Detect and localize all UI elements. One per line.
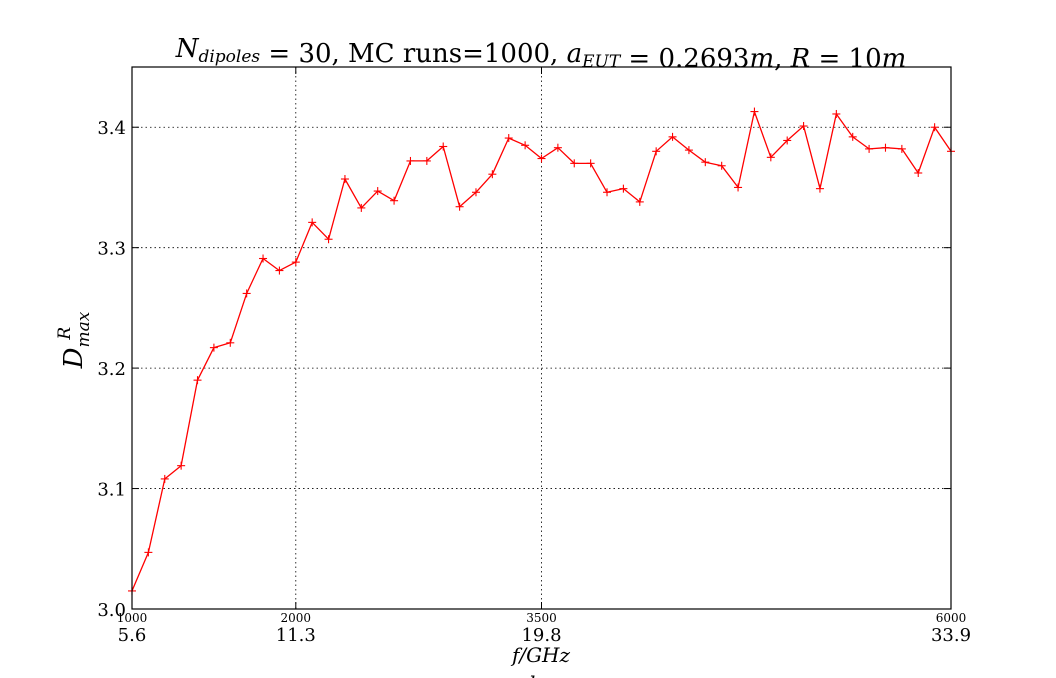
data-point bbox=[832, 109, 841, 118]
data-point bbox=[783, 136, 792, 145]
data-point bbox=[291, 258, 300, 267]
data-point bbox=[881, 143, 890, 152]
x-tick-label-frequency: 19.8 bbox=[521, 625, 561, 646]
data-point bbox=[848, 132, 857, 141]
data-point bbox=[144, 548, 153, 557]
x-tick-label-ka: 2000 bbox=[281, 611, 312, 625]
data-point bbox=[537, 154, 546, 163]
data-point bbox=[209, 343, 218, 352]
data-point bbox=[226, 338, 235, 347]
data-point bbox=[570, 159, 579, 168]
data-point bbox=[259, 254, 268, 263]
data-point bbox=[373, 187, 382, 196]
x-axis-label-frequency: f/GHz bbox=[510, 643, 571, 667]
data-point bbox=[324, 235, 333, 244]
x-tick-label-frequency: 5.6 bbox=[118, 625, 147, 646]
y-axis-label: DmaxR bbox=[55, 311, 94, 369]
data-point bbox=[553, 143, 562, 152]
data-point bbox=[766, 153, 775, 162]
x-tick-label-ka: 1000 bbox=[117, 611, 148, 625]
data-point bbox=[750, 107, 759, 116]
data-point bbox=[815, 184, 824, 193]
x-tick-label-ka: 6000 bbox=[936, 611, 967, 625]
y-tick-label: 3.4 bbox=[97, 118, 126, 139]
data-point bbox=[340, 175, 349, 184]
y-tick-label: 3.0 bbox=[97, 600, 126, 621]
data-point bbox=[734, 183, 743, 192]
grid-lines bbox=[132, 67, 951, 609]
data-point bbox=[586, 159, 595, 168]
data-point bbox=[897, 144, 906, 153]
y-tick-labels: 3.0 3.1 3.2 3.3 3.4 bbox=[97, 118, 126, 621]
x-tick-label-frequency: 11.3 bbox=[276, 625, 316, 646]
data-point bbox=[619, 184, 628, 193]
data-point bbox=[177, 461, 186, 470]
data-point bbox=[635, 197, 644, 206]
data-point bbox=[390, 196, 399, 205]
data-point bbox=[652, 147, 661, 156]
data-point bbox=[471, 188, 480, 197]
data-point bbox=[406, 156, 415, 165]
data-point bbox=[193, 376, 202, 385]
chart-title: Ndipoles = 30, MC runs=1000, aEUT = 0.26… bbox=[175, 34, 907, 74]
data-point bbox=[308, 218, 317, 227]
data-point bbox=[357, 203, 366, 212]
data-point bbox=[717, 161, 726, 170]
data-point bbox=[865, 144, 874, 153]
data-point bbox=[684, 146, 693, 155]
x-tick-label-ka: 3500 bbox=[526, 611, 557, 625]
data-point bbox=[160, 474, 169, 483]
x-axis-label-ka: ka bbox=[529, 671, 553, 678]
data-point bbox=[439, 142, 448, 151]
data-point bbox=[930, 123, 939, 132]
data-point bbox=[455, 202, 464, 211]
y-tick-label: 3.3 bbox=[97, 239, 126, 260]
y-tick-label: 3.1 bbox=[97, 480, 126, 501]
x-tick-label-frequency: 33.9 bbox=[931, 625, 971, 646]
data-point bbox=[799, 122, 808, 131]
tick-marks bbox=[131, 67, 952, 610]
data-point bbox=[275, 266, 284, 275]
data-point bbox=[914, 168, 923, 177]
data-point bbox=[422, 156, 431, 165]
series-layer bbox=[128, 107, 955, 595]
data-point bbox=[242, 289, 251, 298]
data-point bbox=[668, 132, 677, 141]
data-point bbox=[488, 170, 497, 179]
data-point bbox=[504, 134, 513, 143]
data-point bbox=[701, 158, 710, 167]
data-point bbox=[603, 188, 612, 197]
data-point bbox=[521, 141, 530, 150]
y-tick-label: 3.2 bbox=[97, 359, 126, 380]
